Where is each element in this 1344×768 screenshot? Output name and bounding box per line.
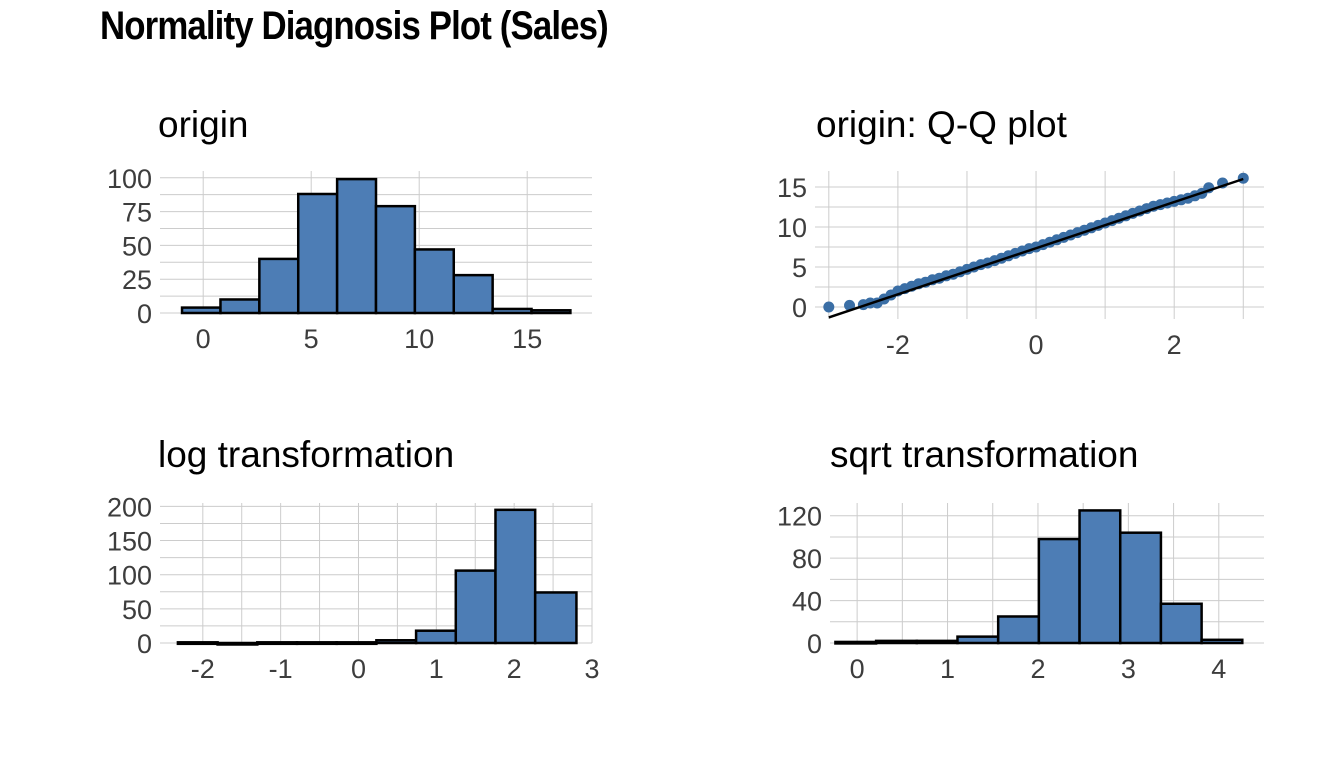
y-tick-label: 40 <box>792 587 822 617</box>
x-tick-label: 0 <box>351 654 366 684</box>
y-tick-label: 5 <box>792 253 807 283</box>
histogram-bar <box>996 615 1041 645</box>
qq-point <box>844 299 856 311</box>
histogram-bar <box>834 640 878 645</box>
panel-title: log transformation <box>158 434 454 475</box>
x-tick-label: 3 <box>1121 654 1136 684</box>
x-tick-label: 10 <box>404 324 434 354</box>
histogram-bar <box>375 639 418 645</box>
histogram-bar <box>216 641 259 646</box>
panel-title: origin: Q-Q plot <box>816 104 1068 145</box>
histogram-bar <box>296 192 339 315</box>
histogram-bar <box>1037 537 1081 645</box>
x-tick-label: 0 <box>1029 330 1044 360</box>
page-title: Normality Diagnosis Plot (Sales) <box>100 4 609 48</box>
x-tick-label: 1 <box>429 654 444 684</box>
histogram-bar <box>219 298 261 315</box>
histogram-bar <box>414 629 458 645</box>
x-tick-label: 2 <box>507 654 522 684</box>
log-hist-panel: log transformation -2 -1 0 1 2 3 0 50 100 150 200 <box>107 434 600 684</box>
histogram-bar <box>258 257 300 315</box>
x-tick-label: -1 <box>269 654 293 684</box>
histogram-bar <box>413 248 456 315</box>
histogram-bar <box>956 635 1000 645</box>
histogram-bar <box>454 569 497 645</box>
origin-qq-panel: origin: Q-Q plot -2 0 2 0 5 10 15 <box>777 104 1264 360</box>
x-tick-label: 0 <box>850 654 865 684</box>
x-tick-label: 1 <box>940 654 955 684</box>
histogram-bar <box>533 591 578 645</box>
y-tick-label: 120 <box>777 502 822 532</box>
y-tick-label: 100 <box>107 561 152 591</box>
histogram-bar <box>494 508 537 645</box>
histogram-bar <box>1200 638 1244 645</box>
y-tick-label: 100 <box>107 164 152 194</box>
y-tick-label: 150 <box>107 527 152 557</box>
qq-reference-line <box>828 177 1244 319</box>
histogram-bar <box>874 639 919 645</box>
x-tick-label: 5 <box>304 324 319 354</box>
histogram-bar <box>374 204 417 315</box>
x-tick-label: 3 <box>584 654 599 684</box>
histogram-bar <box>491 307 533 315</box>
y-tick-label: 200 <box>107 492 152 522</box>
histogram-bar <box>256 641 299 646</box>
y-tick-label: 50 <box>122 595 152 625</box>
x-tick-label: 15 <box>512 324 542 354</box>
x-tick-label: -2 <box>886 330 910 360</box>
histogram-bar <box>1118 531 1163 645</box>
y-tick-label: 25 <box>122 265 152 295</box>
histogram-bar <box>1159 602 1203 645</box>
y-tick-label: 10 <box>777 213 807 243</box>
qq-point <box>823 301 835 313</box>
qq-point <box>1237 172 1249 184</box>
histogram-bar <box>530 309 572 315</box>
panel-title: origin <box>158 104 249 145</box>
histogram-bar <box>335 641 378 646</box>
histogram-bar <box>1078 509 1122 645</box>
x-tick-label: -2 <box>191 654 215 684</box>
histogram-bar <box>180 306 222 315</box>
histogram-bar <box>452 273 494 315</box>
y-tick-label: 75 <box>122 198 152 228</box>
y-tick-label: 0 <box>792 293 807 323</box>
y-tick-label: 50 <box>122 231 152 261</box>
x-tick-label: 0 <box>196 324 211 354</box>
y-tick-label: 0 <box>137 629 152 659</box>
y-tick-label: 0 <box>807 629 822 659</box>
histogram-bar <box>176 641 219 646</box>
y-tick-label: 15 <box>777 173 807 203</box>
x-tick-label: 2 <box>1030 654 1045 684</box>
histogram-bar <box>295 641 338 646</box>
x-tick-label: 2 <box>1167 330 1182 360</box>
panel-title: sqrt transformation <box>830 434 1138 475</box>
histogram-bar <box>335 177 378 315</box>
histogram-bar <box>915 639 959 645</box>
y-tick-label: 80 <box>792 544 822 574</box>
x-tick-label: 4 <box>1211 654 1226 684</box>
y-tick-label: 0 <box>137 299 152 329</box>
